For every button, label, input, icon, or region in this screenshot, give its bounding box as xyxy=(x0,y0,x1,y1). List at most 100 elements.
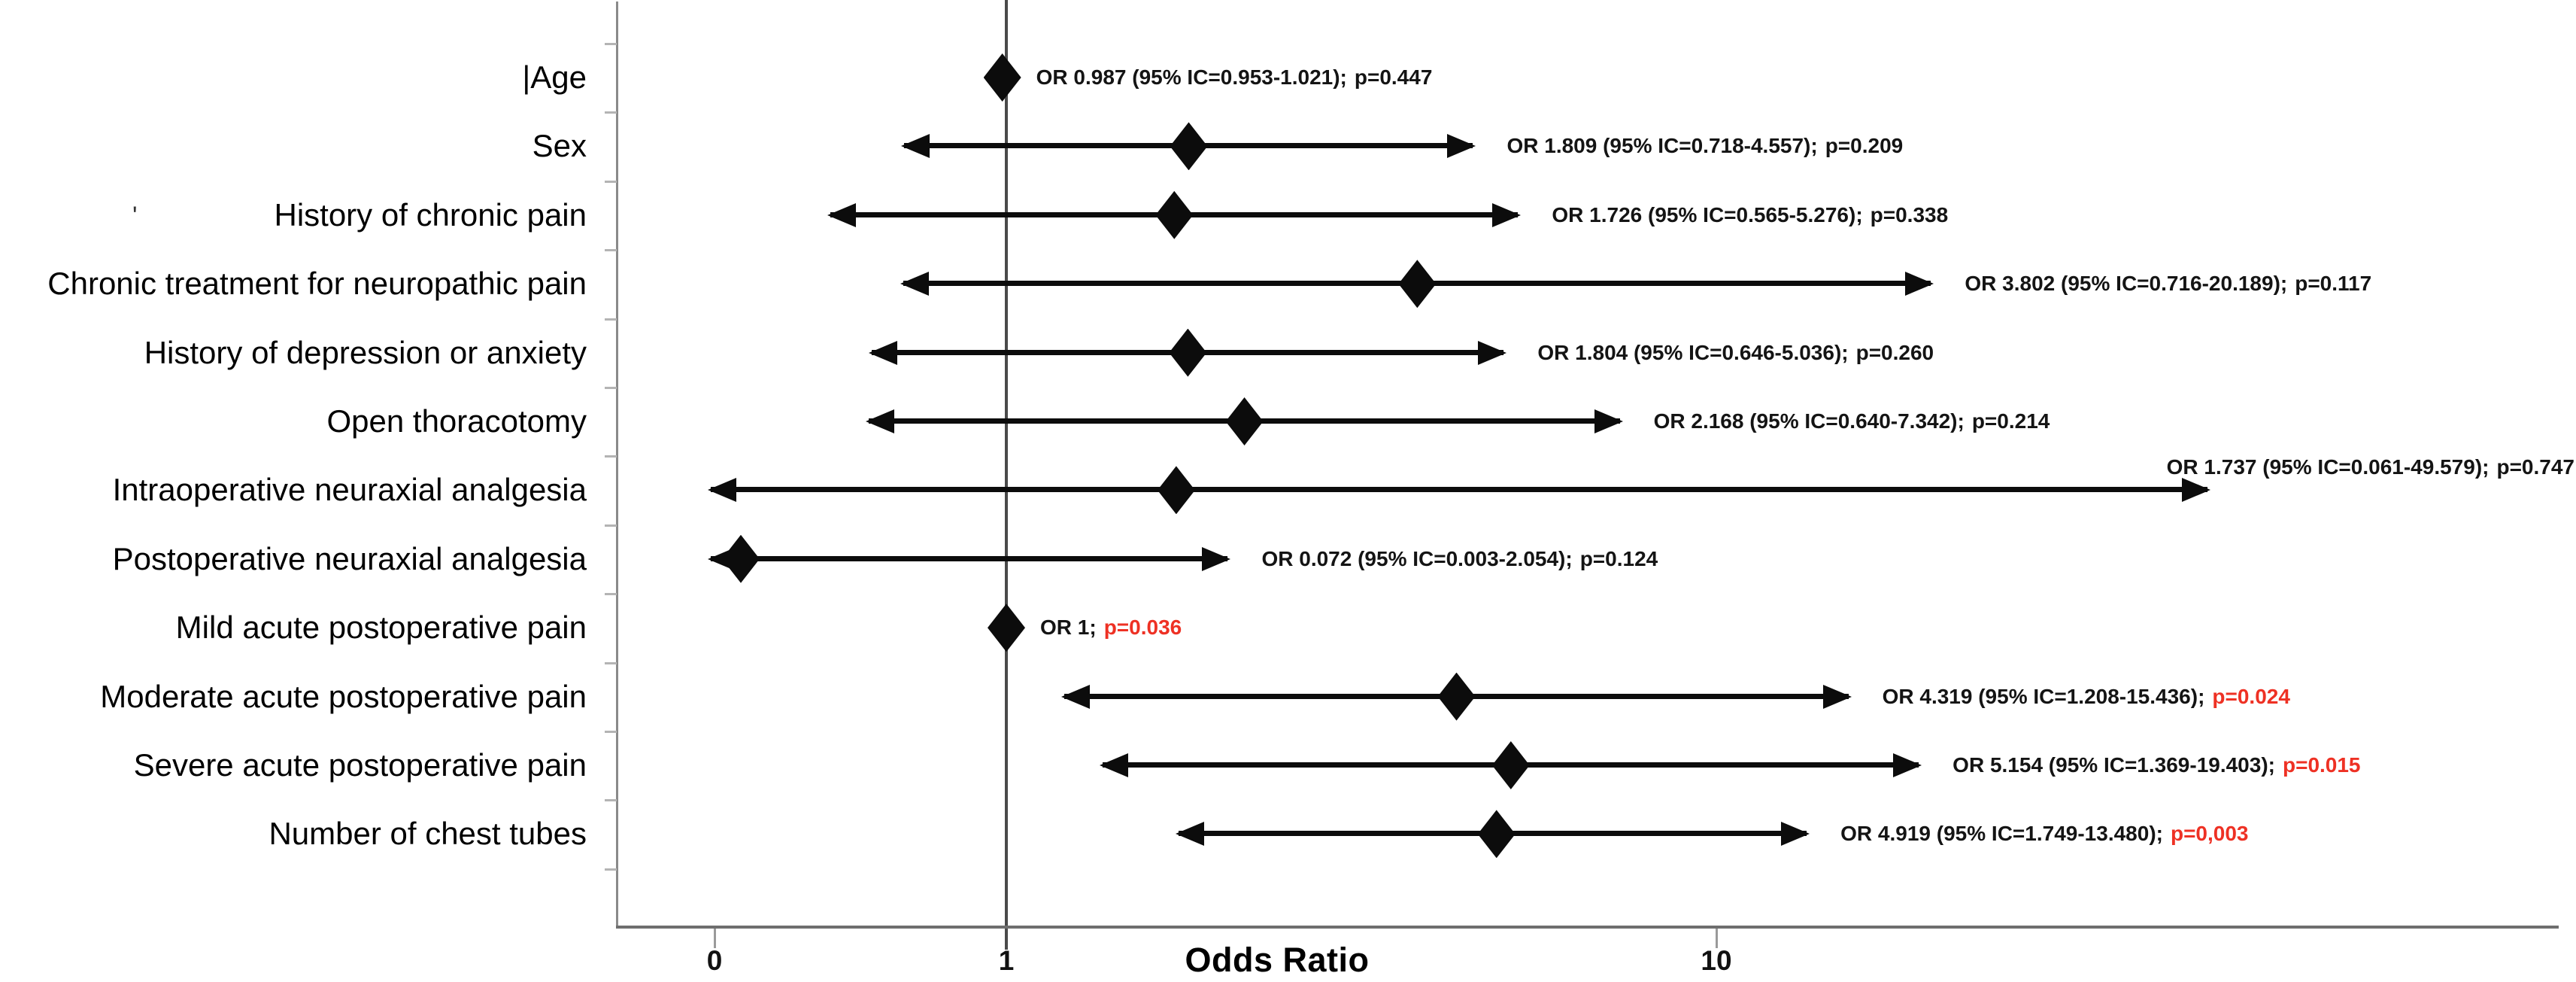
p-value-text: p=0.015 xyxy=(2282,753,2361,777)
row-label-text: Severe acute postoperative pain xyxy=(133,747,587,783)
or-ci-text: OR 1.726 (95% IC=0.565-5.276); xyxy=(1552,202,1863,226)
row-label: Sex xyxy=(0,126,587,166)
y-axis-tick xyxy=(605,180,617,183)
row-label-text: Moderate acute postoperative pain xyxy=(100,678,587,714)
p-value-text: p=0.036 xyxy=(1103,616,1182,640)
or-ci-text: OR 5.154 (95% IC=1.369-19.403); xyxy=(1952,753,2275,777)
x-tick-0 xyxy=(714,929,716,948)
row-label: Number of chest tubes xyxy=(0,813,587,854)
p-value-text: p=0.124 xyxy=(1579,546,1658,570)
ci-arrowhead-right-icon xyxy=(1202,546,1231,571)
y-axis-tick xyxy=(605,387,617,389)
ci-arrowhead-right-icon xyxy=(1478,340,1507,365)
x-tick-label-1: 1 xyxy=(998,945,1015,976)
row-label: History of depression or anxiety xyxy=(0,333,587,373)
or-ci-text: OR 4.919 (95% IC=1.749-13.480); xyxy=(1840,822,2163,846)
or-ci-text: OR 4.319 (95% IC=1.208-15.436); xyxy=(1882,684,2205,708)
or-annotation: OR 1.809 (95% IC=0.718-4.557); p=0.209 xyxy=(1506,132,1903,160)
y-axis-tick xyxy=(605,593,617,596)
or-point-diamond xyxy=(1477,810,1516,859)
row-label-prefix: | xyxy=(522,59,531,95)
or-point-diamond xyxy=(1157,466,1195,515)
or-annotation: OR 3.802 (95% IC=0.716-20.189); p=0.117 xyxy=(1965,269,2371,298)
or-annotation: OR 1; p=0.036 xyxy=(1040,613,1182,642)
or-point-diamond xyxy=(988,603,1025,652)
or-annotation: OR 4.319 (95% IC=1.208-15.436); p=0.024 xyxy=(1883,683,2290,711)
ci-arrowhead-right-icon xyxy=(1893,753,1922,777)
or-ci-text: OR 1; xyxy=(1040,616,1097,640)
x-axis-title: Odds Ratio xyxy=(1185,941,1370,979)
stray-mark-artifact: ' xyxy=(132,202,138,230)
row-label-text: Chronic treatment for neuropathic pain xyxy=(47,266,587,302)
or-point-diamond xyxy=(983,53,1021,102)
or-point-diamond xyxy=(1169,328,1207,377)
or-annotation: OR 1.737 (95% IC=0.061-49.579); p=0.747 xyxy=(2167,453,2574,482)
row-label: Open thoracotomy xyxy=(0,401,587,442)
row-label: |Age xyxy=(0,57,587,98)
or-point-diamond xyxy=(1170,122,1208,171)
or-point-diamond xyxy=(722,534,760,583)
row-label: Chronic treatment for neuropathic pain xyxy=(0,263,587,304)
or-ci-text: OR 2.168 (95% IC=0.640-7.342); xyxy=(1653,409,1965,433)
or-point-diamond xyxy=(1491,741,1530,789)
or-point-diamond xyxy=(1155,190,1194,239)
or-ci-text: OR 3.802 (95% IC=0.716-20.189); xyxy=(1965,272,2288,296)
x-tick-10 xyxy=(1716,929,1718,948)
y-axis-tick xyxy=(605,731,617,733)
or-annotation: OR 2.168 (95% IC=0.640-7.342); p=0.214 xyxy=(1654,407,2050,436)
ci-arrowhead-left-icon xyxy=(827,202,857,227)
or-ci-text: OR 1.737 (95% IC=0.061-49.579); xyxy=(2166,455,2490,479)
ci-arrowhead-right-icon xyxy=(1594,409,1623,433)
or-annotation: OR 1.804 (95% IC=0.646-5.036); p=0.260 xyxy=(1537,339,1934,367)
or-point-diamond xyxy=(1437,672,1476,721)
x-tick-label-10: 10 xyxy=(1701,945,1732,976)
row-label: Mild acute postoperative pain xyxy=(0,607,587,648)
or-annotation: OR 0.987 (95% IC=0.953-1.021); p=0.447 xyxy=(1036,63,1433,92)
p-value-text: p=0.117 xyxy=(2295,272,2372,296)
row-label-text: Number of chest tubes xyxy=(269,816,587,852)
row-label-text: Intraoperative neuraxial analgesia xyxy=(112,472,587,508)
ci-arrowhead-left-icon xyxy=(901,134,930,159)
y-axis-tick xyxy=(605,43,617,45)
y-axis-tick xyxy=(605,111,617,114)
x-axis-line xyxy=(616,926,2559,929)
row-label: Severe acute postoperative pain xyxy=(0,745,587,786)
ci-arrowhead-left-icon xyxy=(900,272,930,296)
ci-arrowhead-right-icon xyxy=(1781,822,1810,847)
y-axis-tick xyxy=(605,455,617,458)
or-point-diamond xyxy=(1225,397,1264,445)
ci-arrowhead-left-icon xyxy=(1100,753,1129,777)
row-label-text: Mild acute postoperative pain xyxy=(175,610,587,646)
p-value-text: p=0.024 xyxy=(2212,684,2290,708)
row-label-text: History of depression or anxiety xyxy=(144,334,587,370)
or-ci-text: OR 0.072 (95% IC=0.003-2.054); xyxy=(1261,546,1573,570)
y-axis-tick xyxy=(605,318,617,321)
ci-arrowhead-right-icon xyxy=(1905,272,1934,296)
or-point-diamond xyxy=(1398,260,1437,309)
ci-arrowhead-left-icon xyxy=(708,478,736,503)
or-ci-text: OR 1.804 (95% IC=0.646-5.036); xyxy=(1537,340,1849,364)
row-label-text: Postoperative neuraxial analgesia xyxy=(112,540,587,576)
p-value-text: p=0.338 xyxy=(1870,202,1949,226)
ci-arrowhead-right-icon xyxy=(1822,684,1852,709)
ci-arrowhead-left-icon xyxy=(1175,822,1204,847)
ci-whisker xyxy=(711,487,2207,493)
p-value-text: p=0,003 xyxy=(2170,822,2249,846)
or-ci-text: OR 0.987 (95% IC=0.953-1.021); xyxy=(1036,65,1347,89)
row-label: Intraoperative neuraxial analgesia xyxy=(0,470,587,510)
p-value-text: p=0.214 xyxy=(1971,409,2050,433)
p-value-text: p=0.747 xyxy=(2496,455,2574,479)
row-label: Postoperative neuraxial analgesia xyxy=(0,539,587,579)
ci-whisker xyxy=(711,555,1228,561)
x-tick-label-0: 0 xyxy=(706,945,723,976)
p-value-text: p=0.209 xyxy=(1825,134,1904,158)
y-axis-line xyxy=(616,2,618,927)
ci-arrowhead-left-icon xyxy=(869,340,898,365)
y-axis-tick xyxy=(605,249,617,252)
y-axis-tick xyxy=(605,868,617,871)
y-axis-tick xyxy=(605,799,617,802)
row-label: History of chronic pain xyxy=(0,195,587,236)
row-label-text: Age xyxy=(530,59,587,95)
ci-arrowhead-left-icon xyxy=(866,409,895,433)
